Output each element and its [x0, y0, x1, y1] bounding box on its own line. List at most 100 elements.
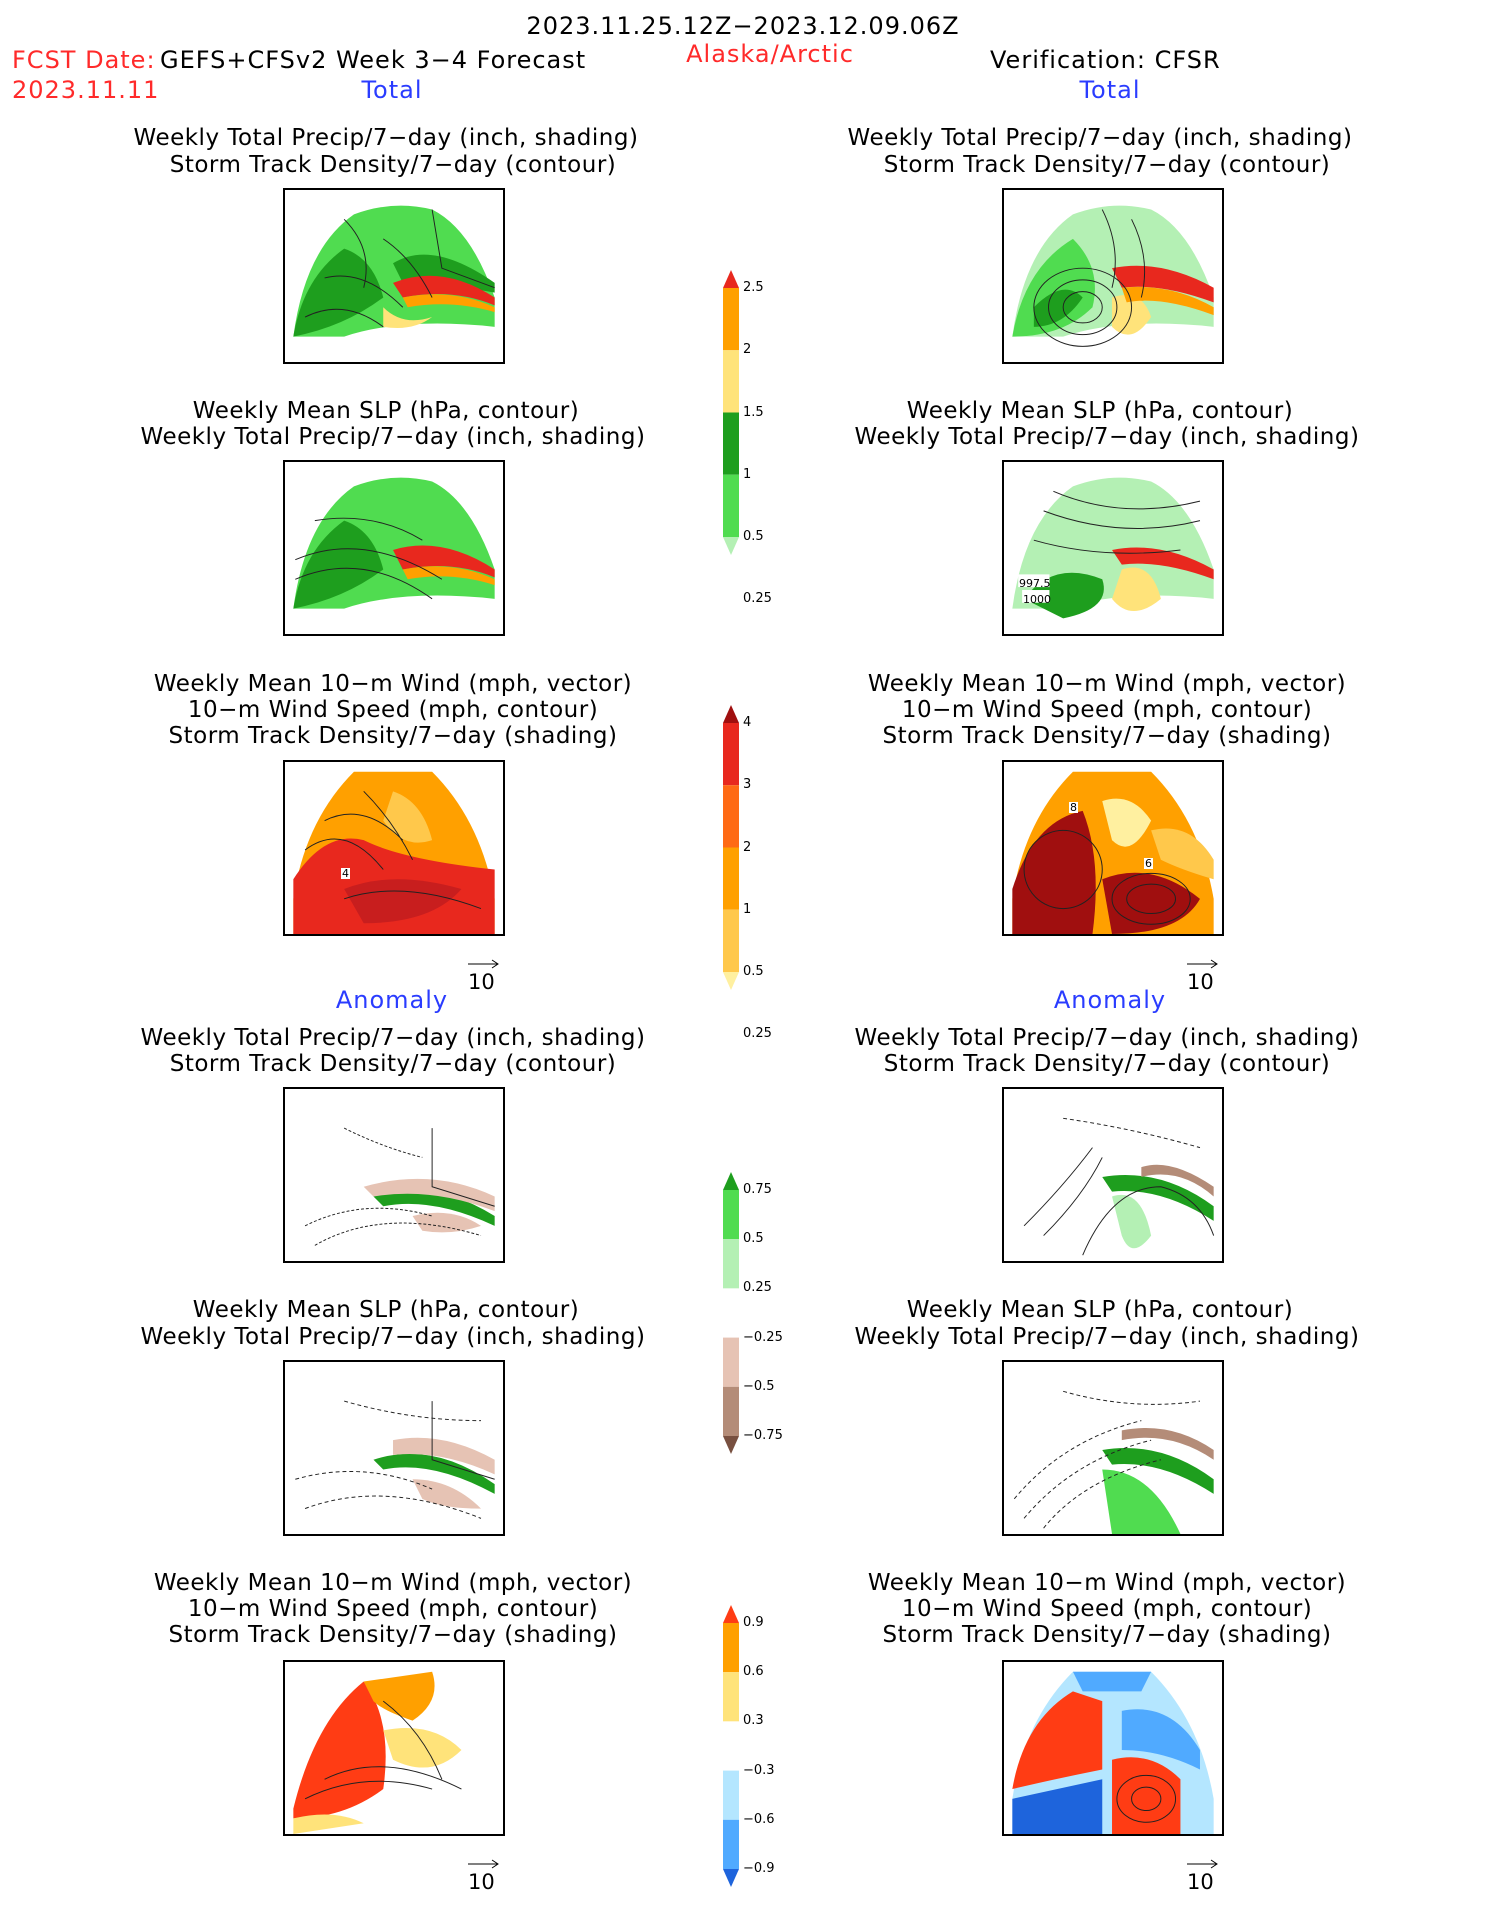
map-graphic	[1013, 1390, 1214, 1534]
colorbar-swatch	[723, 1819, 739, 1869]
title-l2-line2: Weekly Total Precip/7−day (inch, shading…	[140, 424, 646, 450]
vector-ref-value: 10	[468, 1870, 495, 1894]
colorbar-tick-label: 1.5	[743, 404, 764, 420]
colorbar-swatch	[723, 1672, 739, 1722]
colorbar-graphic	[723, 705, 739, 990]
colorbar-swatch	[723, 1770, 739, 1820]
map-graphic	[304, 1127, 495, 1246]
colorbar-tick-label: −0.9	[743, 1861, 775, 1876]
map-total-slp-precip-gefs	[283, 460, 505, 636]
colorbar-swatch	[723, 350, 739, 413]
verification-label: Verification: CFSR	[990, 46, 1221, 74]
colorbar-swatch	[723, 909, 739, 972]
map-graphic	[293, 205, 495, 337]
colorbar-tick-label: −0.5	[743, 1378, 775, 1394]
colorbar-swatch	[723, 972, 739, 990]
title-r5-line1: Weekly Mean SLP (hPa, contour)	[906, 1297, 1294, 1323]
vector-ref-arrow-3: 10	[464, 1858, 504, 1894]
vector-ref-value: 10	[1187, 970, 1214, 994]
colorbar-swatch	[723, 412, 739, 475]
title-l4-line2: Storm Track Density/7−day (contour)	[169, 1051, 617, 1077]
region-label: Alaska/Arctic	[686, 40, 854, 68]
title-l6-line1: Weekly Mean 10−m Wind (mph, vector)	[153, 1570, 633, 1596]
colorbar-graphic	[723, 1172, 739, 1454]
colorbar-tick-label: 0.6	[743, 1664, 764, 1680]
map-total-wind-gefs: 4	[283, 760, 505, 936]
colorbar-tick-label: 0.25	[743, 1280, 772, 1296]
colorbar-swatch	[723, 1288, 739, 1338]
colorbar-swatch	[723, 705, 739, 723]
colorbar-tick-label: 0.5	[743, 1231, 764, 1247]
colorbar-storm-anom: 0.9 0.6 0.3 −0.3 −0.6 −0.9	[723, 1605, 783, 1887]
colorbar-swatch	[723, 847, 739, 910]
date-range-title: 2023.11.25.12Z−2023.12.09.06Z	[526, 12, 960, 40]
colorbar-tick-label: 2	[743, 839, 752, 855]
slp-label-1000: 1000	[1023, 593, 1051, 606]
colorbar-swatch	[723, 1436, 739, 1454]
colorbar-graphic	[723, 1605, 739, 1887]
map-anom-precip-storm-gefs	[283, 1087, 505, 1263]
title-l4-line1: Weekly Total Precip/7−day (inch, shading…	[140, 1025, 646, 1051]
title-l2-line1: Weekly Mean SLP (hPa, contour)	[192, 398, 580, 424]
title-l5-line1: Weekly Mean SLP (hPa, contour)	[192, 1297, 580, 1323]
title-r4-line2: Storm Track Density/7−day (contour)	[883, 1051, 1331, 1077]
title-l1-line2: Storm Track Density/7−day (contour)	[169, 152, 617, 178]
title-l3-line3: Storm Track Density/7−day (shading)	[168, 723, 618, 749]
title-r2-line1: Weekly Mean SLP (hPa, contour)	[906, 398, 1294, 424]
map-graphic	[1023, 1117, 1215, 1256]
map-graphic	[293, 1671, 495, 1834]
colorbar-swatch	[723, 270, 739, 288]
colorbar-tick-label: −0.6	[743, 1811, 775, 1827]
colorbar-graphic	[723, 270, 739, 555]
colorbar-swatch	[723, 1623, 739, 1673]
colorbar-tick-label: 4	[743, 715, 752, 730]
fcst-date-label: FCST Date:	[12, 46, 156, 74]
map-total-wind-cfsr: 8 6	[1002, 760, 1224, 936]
title-r1-line2: Storm Track Density/7−day (contour)	[883, 152, 1331, 178]
colorbar-swatch	[723, 1869, 739, 1887]
map-total-precip-storm-gefs	[283, 188, 505, 364]
colorbar-tick-label: 0.5	[743, 964, 764, 979]
wind-label-6: 6	[1144, 857, 1153, 870]
wind-label-4: 4	[341, 867, 350, 880]
title-r5-line2: Weekly Total Precip/7−day (inch, shading…	[854, 1324, 1360, 1350]
section-total-right: Total	[1079, 76, 1141, 104]
fcst-date-value: 2023.11.11	[12, 76, 160, 104]
colorbar-tick-label: 0.3	[743, 1713, 764, 1729]
title-r3-line2: 10−m Wind Speed (mph, contour)	[901, 697, 1313, 723]
title-l1-line1: Weekly Total Precip/7−day (inch, shading…	[133, 125, 639, 151]
title-r1-line1: Weekly Total Precip/7−day (inch, shading…	[847, 125, 1353, 151]
colorbar-swatch	[723, 537, 739, 555]
colorbar-tick-label: 0.9	[743, 1615, 764, 1630]
colorbar-tick-label: 0.25	[743, 1026, 772, 1042]
map-anom-precip-storm-cfsr	[1002, 1087, 1224, 1263]
colorbar-swatch	[723, 474, 739, 537]
colorbar-swatch	[723, 785, 739, 848]
colorbar-swatch	[723, 723, 739, 786]
map-total-precip-storm-cfsr	[1002, 188, 1224, 364]
title-l6-line2: 10−m Wind Speed (mph, contour)	[187, 1596, 599, 1622]
map-graphic	[1012, 1671, 1214, 1834]
colorbar-tick-label: 0.5	[743, 529, 764, 544]
colorbar-precip-total: 2.5 2 1.5 1 0.5 0.25	[723, 270, 783, 605]
section-anomaly-left: Anomaly	[335, 986, 449, 1014]
title-r6-line1: Weekly Mean 10−m Wind (mph, vector)	[867, 1570, 1347, 1596]
colorbar-tick-label: 1	[743, 466, 752, 482]
map-graphic	[293, 771, 495, 934]
map-anom-slp-precip-cfsr	[1002, 1360, 1224, 1536]
colorbar-swatch	[723, 1172, 739, 1190]
colorbar-swatch	[723, 1386, 739, 1436]
wind-label-8: 8	[1069, 801, 1078, 814]
colorbar-swatch	[723, 1239, 739, 1289]
title-l5-line2: Weekly Total Precip/7−day (inch, shading…	[140, 1324, 646, 1350]
map-graphic	[1012, 771, 1214, 934]
colorbar-tick-label: −0.75	[743, 1428, 783, 1443]
colorbar-precip-anom: 0.75 0.5 0.25 −0.25 −0.5 −0.75	[723, 1172, 783, 1454]
model-label: GEFS+CFSv2 Week 3−4 Forecast	[160, 46, 587, 74]
colorbar-tick-label: −0.3	[743, 1762, 775, 1778]
colorbar-swatch	[723, 1190, 739, 1240]
colorbar-tick-label: 0.75	[743, 1182, 772, 1197]
map-graphic	[1012, 477, 1214, 619]
title-l3-line2: 10−m Wind Speed (mph, contour)	[187, 697, 599, 723]
title-r4-line1: Weekly Total Precip/7−day (inch, shading…	[854, 1025, 1360, 1051]
